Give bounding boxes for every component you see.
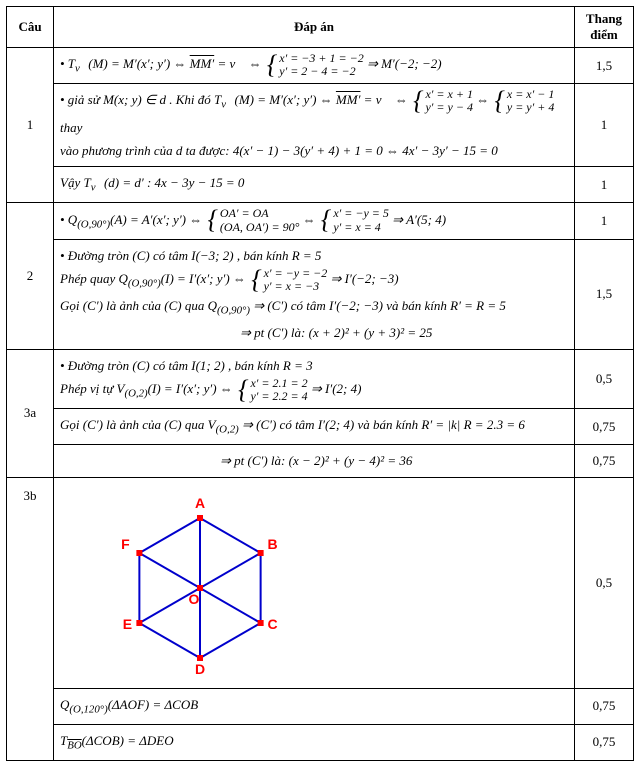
svg-text:D: D: [195, 661, 205, 677]
hexagon-diagram: A B C D E F O: [90, 488, 310, 678]
q3a-ans2: Gọi (C′) là ảnh của (C) qua V(O,2) ⇒ (C′…: [54, 409, 575, 445]
q3a-row3: ⇒ pt (C′) là: (x − 2)² + (y − 4)² = 36 0…: [7, 445, 634, 477]
q1-num: 1: [7, 48, 54, 203]
q2-row1: 2 • Q(O,90°)(A) = A′(x′; y′) ⇔ {OA′ = OA…: [7, 203, 634, 239]
answer-table: Câu Đáp án Thang điểm 1 • Tv⃗(M) = M′(x′…: [6, 6, 634, 761]
q2-ans2: • Đường tròn (C) có tâm I(−3; 2) , bán k…: [54, 239, 575, 349]
svg-text:E: E: [123, 616, 132, 632]
q1-ans1: • Tv⃗(M) = M′(x′; y′) ⇔ MM′ = v⃗ ⇔ {x′ =…: [54, 48, 575, 84]
svg-text:C: C: [268, 616, 278, 632]
q1-score1: 1,5: [575, 48, 634, 84]
hdr-thang: Thang điểm: [575, 7, 634, 48]
q1-ans2: • giả sử M(x; y) ∈ d . Khi đó Tv⃗(M) = M…: [54, 84, 575, 167]
q1-score3: 1: [575, 167, 634, 203]
q3b-ans3: TBO(ΔCOB) = ΔDEO: [54, 724, 575, 760]
q3a-row1: 3a • Đường tròn (C) có tâm I(1; 2) , bán…: [7, 349, 634, 409]
q2-row2: • Đường tròn (C) có tâm I(−3; 2) , bán k…: [7, 239, 634, 349]
svg-text:A: A: [195, 495, 205, 511]
q3b-row2: Q(O,120°)(ΔAOF) = ΔCOB 0,75: [7, 688, 634, 724]
q3a-score2: 0,75: [575, 409, 634, 445]
q3b-score2: 0,75: [575, 688, 634, 724]
q3b-row3: TBO(ΔCOB) = ΔDEO 0,75: [7, 724, 634, 760]
q1-ans3: Vậy Tv⃗(d) = d′ : 4x − 3y − 15 = 0: [54, 167, 575, 203]
q3b-num: 3b: [7, 477, 54, 760]
q2-score1: 1: [575, 203, 634, 239]
q3a-row2: Gọi (C′) là ảnh của (C) qua V(O,2) ⇒ (C′…: [7, 409, 634, 445]
hdr-dapan: Đáp án: [54, 7, 575, 48]
q1-row1: 1 • Tv⃗(M) = M′(x′; y′) ⇔ MM′ = v⃗ ⇔ {x′…: [7, 48, 634, 84]
svg-text:O: O: [189, 591, 200, 607]
q2-num: 2: [7, 203, 54, 349]
q3a-num: 3a: [7, 349, 54, 477]
q3b-score1: 0,5: [575, 477, 634, 688]
q3b-ans2: Q(O,120°)(ΔAOF) = ΔCOB: [54, 688, 575, 724]
svg-text:B: B: [268, 536, 278, 552]
q3a-score3: 0,75: [575, 445, 634, 477]
q3b-ans1: A B C D E F O: [54, 477, 575, 688]
header-row: Câu Đáp án Thang điểm: [7, 7, 634, 48]
hdr-cau: Câu: [7, 7, 54, 48]
q2-ans1: • Q(O,90°)(A) = A′(x′; y′) ⇔ {OA′ = OA(O…: [54, 203, 575, 239]
q3b-score3: 0,75: [575, 724, 634, 760]
q3a-ans1: • Đường tròn (C) có tâm I(1; 2) , bán kí…: [54, 349, 575, 409]
q1-row3: Vậy Tv⃗(d) = d′ : 4x − 3y − 15 = 0 1: [7, 167, 634, 203]
q3a-score1: 0,5: [575, 349, 634, 409]
q2-score2: 1,5: [575, 239, 634, 349]
q1-row2: • giả sử M(x; y) ∈ d . Khi đó Tv⃗(M) = M…: [7, 84, 634, 167]
q3a-ans3: ⇒ pt (C′) là: (x − 2)² + (y − 4)² = 36: [54, 445, 575, 477]
q1-score2: 1: [575, 84, 634, 167]
q3b-row1: 3b ABCDEFO 0,5: [7, 477, 634, 688]
svg-text:F: F: [121, 536, 130, 552]
